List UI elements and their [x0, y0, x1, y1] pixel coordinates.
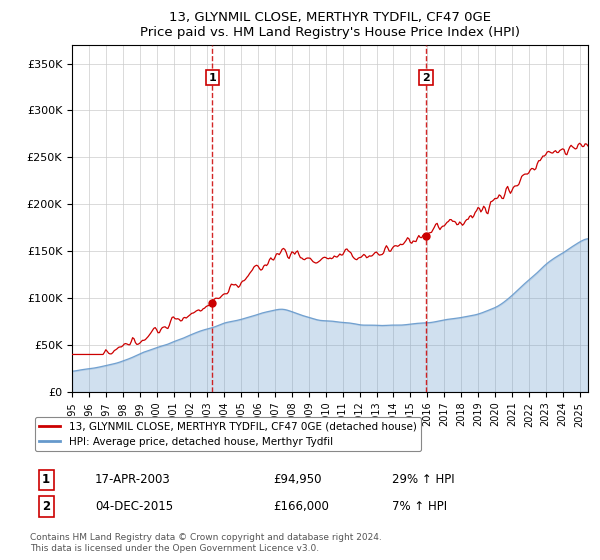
Text: 7% ↑ HPI: 7% ↑ HPI [392, 500, 447, 513]
Text: 2: 2 [422, 73, 430, 83]
Text: £94,950: £94,950 [273, 473, 322, 486]
Text: 29% ↑ HPI: 29% ↑ HPI [392, 473, 454, 486]
Text: 17-APR-2003: 17-APR-2003 [95, 473, 170, 486]
Text: 1: 1 [42, 473, 50, 486]
Text: 04-DEC-2015: 04-DEC-2015 [95, 500, 173, 513]
Text: 2: 2 [42, 500, 50, 513]
Text: Contains HM Land Registry data © Crown copyright and database right 2024.
This d: Contains HM Land Registry data © Crown c… [30, 533, 382, 553]
Text: £166,000: £166,000 [273, 500, 329, 513]
Legend: 13, GLYNMIL CLOSE, MERTHYR TYDFIL, CF47 0GE (detached house), HPI: Average price: 13, GLYNMIL CLOSE, MERTHYR TYDFIL, CF47 … [35, 417, 421, 451]
Title: 13, GLYNMIL CLOSE, MERTHYR TYDFIL, CF47 0GE
Price paid vs. HM Land Registry's Ho: 13, GLYNMIL CLOSE, MERTHYR TYDFIL, CF47 … [140, 11, 520, 39]
Text: 1: 1 [208, 73, 216, 83]
